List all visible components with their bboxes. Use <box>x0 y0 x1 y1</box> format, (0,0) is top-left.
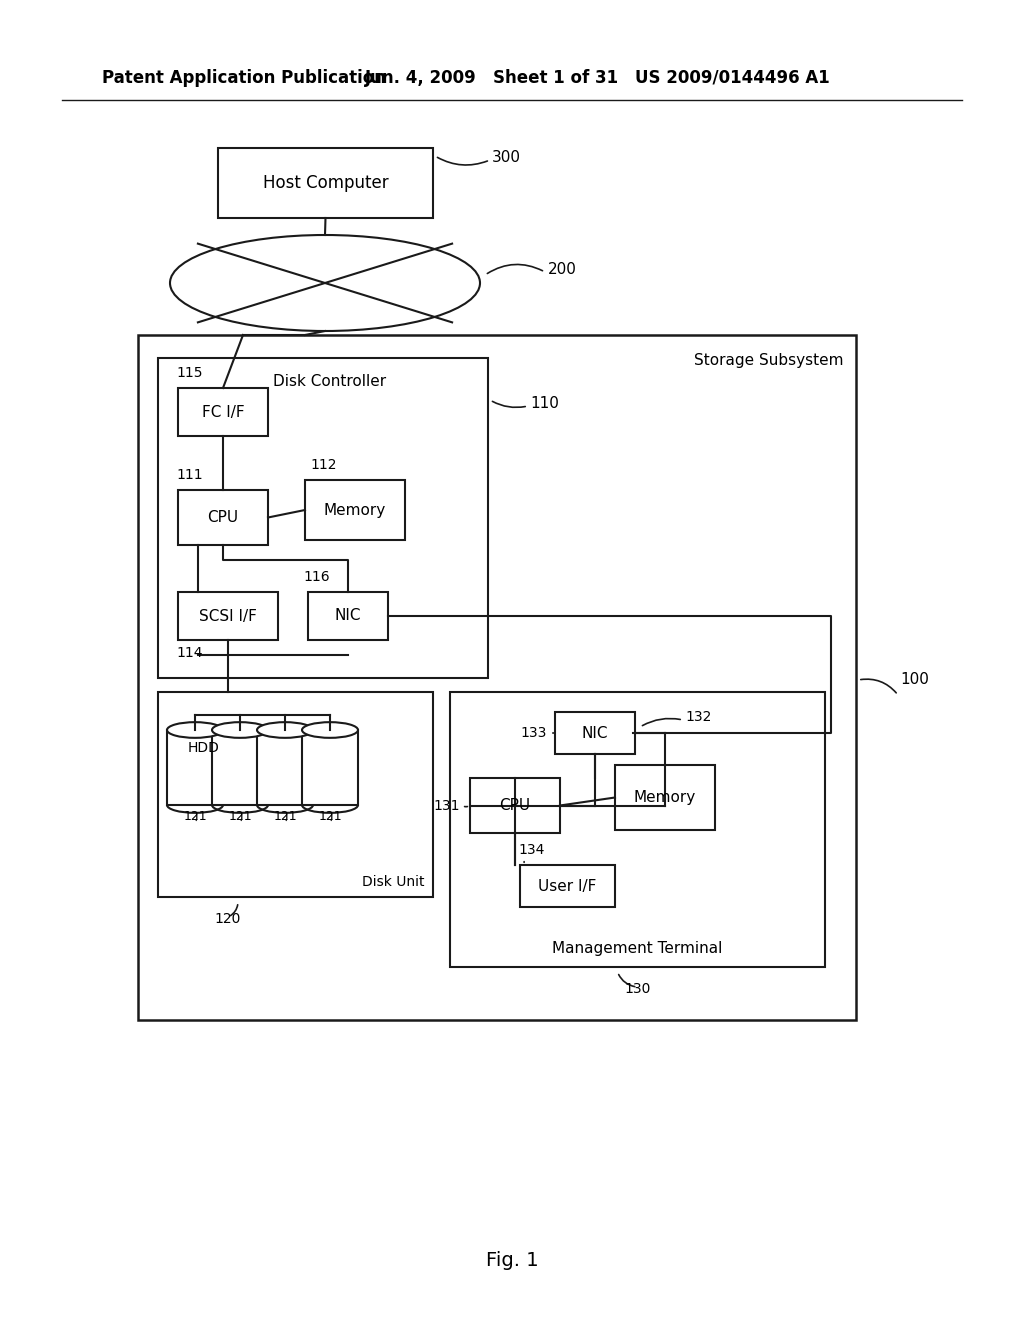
Text: Disk Controller: Disk Controller <box>273 374 386 389</box>
Text: 115: 115 <box>176 366 203 380</box>
Text: 121: 121 <box>183 810 207 824</box>
Text: Memory: Memory <box>324 503 386 517</box>
Text: User I/F: User I/F <box>539 879 597 894</box>
Text: HDD: HDD <box>188 741 220 755</box>
Bar <box>178 490 268 545</box>
Bar <box>138 335 856 1020</box>
Text: 133: 133 <box>520 726 547 741</box>
Ellipse shape <box>302 722 358 738</box>
Text: Patent Application Publication: Patent Application Publication <box>102 69 386 87</box>
Text: CPU: CPU <box>208 510 239 525</box>
Text: 116: 116 <box>303 570 330 583</box>
Text: Storage Subsystem: Storage Subsystem <box>694 352 844 368</box>
Bar <box>158 358 488 678</box>
Text: 112: 112 <box>310 458 337 473</box>
Bar <box>305 480 406 540</box>
Text: 120: 120 <box>215 912 242 927</box>
Bar <box>178 388 268 436</box>
Text: NIC: NIC <box>582 726 608 741</box>
Text: 121: 121 <box>318 810 342 824</box>
Bar <box>178 591 278 640</box>
Bar <box>158 692 433 898</box>
Bar <box>218 148 433 218</box>
Text: 110: 110 <box>530 396 559 411</box>
Text: 114: 114 <box>176 645 203 660</box>
Text: FC I/F: FC I/F <box>202 404 245 420</box>
Bar <box>470 777 560 833</box>
Text: SCSI I/F: SCSI I/F <box>199 609 257 623</box>
Text: 300: 300 <box>492 149 521 165</box>
Bar <box>308 591 388 640</box>
Text: Disk Unit: Disk Unit <box>362 875 425 888</box>
Bar <box>520 865 615 907</box>
Text: Management Terminal: Management Terminal <box>552 941 723 957</box>
Bar <box>167 730 223 805</box>
Text: Host Computer: Host Computer <box>263 174 388 191</box>
Text: 121: 121 <box>273 810 297 824</box>
Text: 111: 111 <box>176 469 203 482</box>
Bar <box>555 711 635 754</box>
Text: 130: 130 <box>625 982 650 997</box>
Text: Jun. 4, 2009   Sheet 1 of 31: Jun. 4, 2009 Sheet 1 of 31 <box>365 69 620 87</box>
Bar <box>302 730 358 805</box>
Text: 200: 200 <box>548 263 577 277</box>
Text: NIC: NIC <box>335 609 361 623</box>
Ellipse shape <box>257 722 313 738</box>
Bar <box>257 730 313 805</box>
Ellipse shape <box>170 235 480 331</box>
Bar <box>212 730 268 805</box>
Text: 121: 121 <box>228 810 252 824</box>
Text: 131: 131 <box>433 799 460 813</box>
Bar <box>615 766 715 830</box>
Text: 134: 134 <box>518 843 545 857</box>
Text: 100: 100 <box>900 672 929 688</box>
Text: Memory: Memory <box>634 789 696 805</box>
Bar <box>450 692 825 968</box>
Text: 132: 132 <box>685 710 712 723</box>
Text: CPU: CPU <box>500 799 530 813</box>
Text: US 2009/0144496 A1: US 2009/0144496 A1 <box>635 69 829 87</box>
Ellipse shape <box>212 722 268 738</box>
Text: Fig. 1: Fig. 1 <box>485 1250 539 1270</box>
Ellipse shape <box>167 722 223 738</box>
